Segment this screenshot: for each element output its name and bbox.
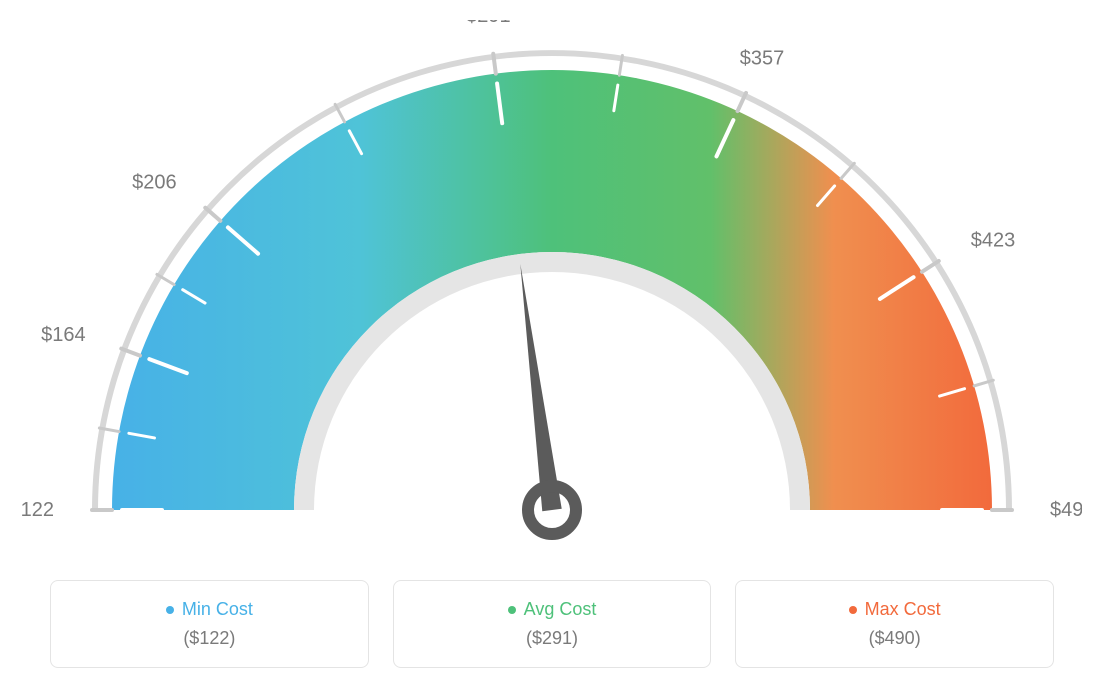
legend-title-max: Max Cost [849, 599, 941, 620]
gauge-container: $122 $164 $206 $291 $357 $423 $490 [20, 20, 1084, 540]
legend-card-max: Max Cost ($490) [735, 580, 1054, 668]
legend-title-avg: Avg Cost [508, 599, 597, 620]
dot-icon [508, 606, 516, 614]
legend-label: Min Cost [182, 599, 253, 620]
svg-text:$122: $122 [22, 499, 54, 521]
svg-text:$206: $206 [132, 172, 177, 194]
legend-row: Min Cost ($122) Avg Cost ($291) Max Cost… [20, 580, 1084, 668]
svg-text:$490: $490 [1050, 499, 1082, 521]
dot-icon [849, 606, 857, 614]
cost-gauge-chart: $122 $164 $206 $291 $357 $423 $490 [22, 20, 1082, 540]
svg-text:$357: $357 [740, 47, 785, 69]
legend-label: Max Cost [865, 599, 941, 620]
legend-card-min: Min Cost ($122) [50, 580, 369, 668]
legend-value: ($490) [748, 628, 1041, 649]
svg-text:$164: $164 [41, 324, 86, 346]
legend-title-min: Min Cost [166, 599, 253, 620]
legend-value: ($122) [63, 628, 356, 649]
dot-icon [166, 606, 174, 614]
legend-label: Avg Cost [524, 599, 597, 620]
legend-value: ($291) [406, 628, 699, 649]
svg-text:$291: $291 [466, 20, 511, 27]
svg-text:$423: $423 [971, 229, 1016, 251]
legend-card-avg: Avg Cost ($291) [393, 580, 712, 668]
